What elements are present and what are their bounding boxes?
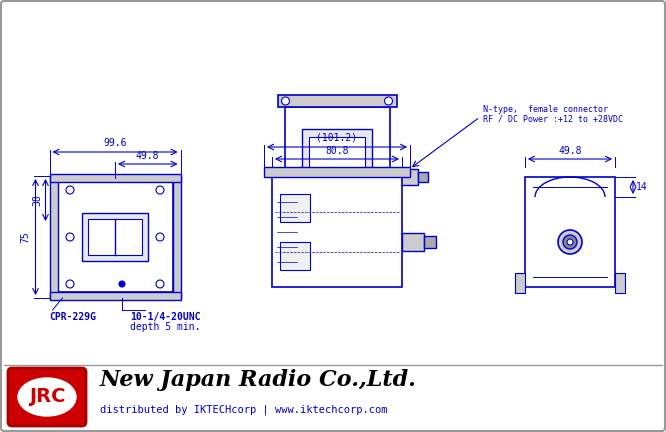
- Text: 75: 75: [21, 231, 31, 243]
- Circle shape: [563, 235, 577, 249]
- Bar: [424, 236, 436, 248]
- Text: 38: 38: [33, 194, 43, 206]
- Bar: [88, 219, 142, 255]
- Circle shape: [66, 233, 74, 241]
- Text: depth 5 min.: depth 5 min.: [130, 322, 200, 332]
- Bar: [515, 273, 525, 293]
- Bar: [82, 213, 148, 261]
- Bar: [280, 194, 310, 222]
- Circle shape: [156, 280, 164, 288]
- Circle shape: [558, 230, 582, 254]
- Bar: [172, 176, 180, 298]
- Text: distributed by IKTECHcorp | www.iktechcorp.com: distributed by IKTECHcorp | www.iktechco…: [100, 405, 388, 415]
- Text: (101.2): (101.2): [316, 133, 358, 143]
- Circle shape: [567, 239, 573, 245]
- Text: New Japan Radio Co.,Ltd.: New Japan Radio Co.,Ltd.: [100, 369, 417, 391]
- Bar: [525, 177, 615, 287]
- Circle shape: [156, 233, 164, 241]
- Circle shape: [384, 97, 392, 105]
- Bar: [280, 242, 310, 270]
- Bar: [615, 273, 625, 293]
- Text: 80.8: 80.8: [325, 146, 349, 156]
- Circle shape: [282, 97, 290, 105]
- Text: N-type,  female connector: N-type, female connector: [483, 105, 608, 114]
- Text: 99.6: 99.6: [103, 138, 127, 148]
- Bar: [49, 292, 180, 300]
- Bar: [57, 182, 172, 292]
- Ellipse shape: [18, 378, 76, 416]
- Circle shape: [66, 280, 74, 288]
- Text: RF / DC Power :+12 to +28VDC: RF / DC Power :+12 to +28VDC: [483, 115, 623, 124]
- Text: JRC: JRC: [29, 388, 65, 407]
- Circle shape: [156, 186, 164, 194]
- Bar: [49, 176, 57, 298]
- Text: 49.8: 49.8: [136, 151, 159, 161]
- Text: 49.8: 49.8: [558, 146, 581, 156]
- Circle shape: [66, 186, 74, 194]
- Bar: [390, 169, 418, 185]
- Bar: [418, 172, 428, 182]
- Text: 14: 14: [636, 182, 648, 192]
- Bar: [272, 177, 402, 287]
- Bar: [309, 137, 365, 197]
- Circle shape: [119, 281, 125, 287]
- Bar: [264, 167, 410, 177]
- Bar: [284, 107, 390, 227]
- Bar: [402, 233, 424, 251]
- FancyBboxPatch shape: [8, 368, 86, 426]
- Text: CPR-229G: CPR-229G: [49, 312, 97, 322]
- Text: 10-1/4-20UNC: 10-1/4-20UNC: [130, 312, 200, 322]
- Bar: [302, 129, 372, 205]
- Bar: [49, 174, 180, 182]
- Bar: [278, 95, 396, 107]
